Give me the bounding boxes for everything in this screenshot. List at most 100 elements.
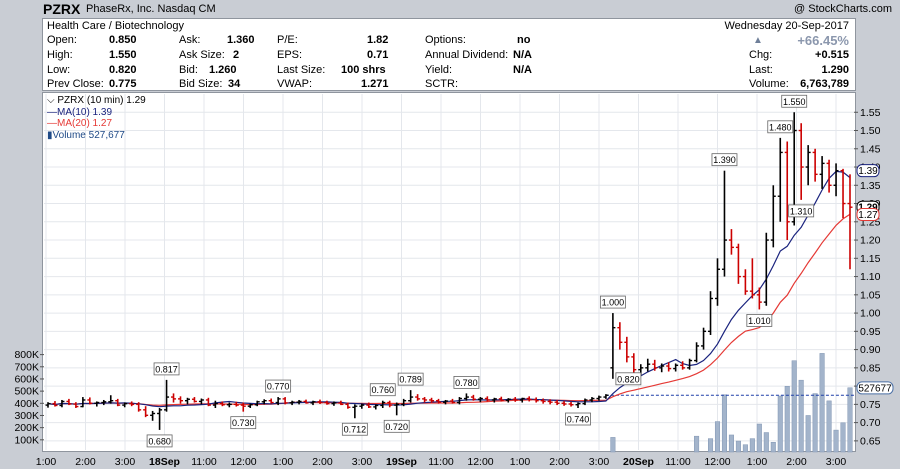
volume-bar	[791, 360, 797, 453]
annotation-label: 0.740	[567, 415, 590, 425]
annotation-label: 0.817	[155, 364, 178, 374]
ma20-line	[47, 213, 851, 406]
annotation-label: 1.390	[713, 155, 736, 165]
pe-value: 1.82	[367, 34, 389, 46]
volume-bar	[714, 421, 721, 453]
volume-bar	[805, 415, 811, 453]
annotation-label: 1.000	[602, 298, 625, 308]
quote-info-panel: Health Care / Biotechnology Wednesday 20…	[42, 18, 856, 91]
price-tick-label: 1.15	[860, 253, 881, 265]
dividend-label: Annual Dividend:	[425, 49, 509, 61]
stockcharts-credit: @ StockCharts.com	[794, 3, 892, 15]
annotation-label: 0.680	[148, 436, 171, 446]
price-tick-label: 1.10	[860, 271, 881, 283]
volume-tick-label: 700K	[14, 361, 39, 373]
last-value: 1.290	[821, 64, 849, 76]
volume-bar	[812, 393, 818, 453]
vwap-value: 1.271	[361, 78, 389, 90]
ask-value: 1.360	[227, 34, 255, 46]
volume-bar	[742, 444, 748, 453]
legend-ma10-text: MA(10) 1.39	[57, 106, 113, 118]
last-size-value: 100 shrs	[341, 64, 386, 76]
annotation-label: 1.010	[748, 316, 771, 326]
x-tick-label: 1:00	[510, 456, 531, 468]
x-tick-label: 19Sep	[386, 456, 417, 468]
legend-price-text: PZRX (10 min) 1.29	[57, 95, 146, 106]
annotation-label: 0.770	[267, 382, 290, 392]
price-tick-label: 1.00	[860, 308, 881, 320]
annotation-box	[383, 419, 410, 433]
x-tick-label: 18Sep	[149, 456, 180, 468]
volume-bar	[610, 437, 616, 453]
volume-bar	[721, 394, 727, 453]
volume-value: 6,763,789	[800, 78, 849, 90]
x-tick-label: 1:00	[36, 456, 57, 468]
legend-ma20-text: MA(20) 1.27	[57, 118, 113, 129]
price-tick-label: 1.55	[860, 107, 881, 119]
x-tick-label: 11:00	[665, 456, 691, 468]
annotation-box	[453, 376, 480, 389]
annotation-box	[341, 422, 368, 436]
annotation-box	[146, 434, 173, 448]
volume-bar	[728, 434, 734, 453]
bid-label: Bid:	[179, 64, 198, 76]
volume-bar	[847, 387, 853, 453]
company-name: PhaseRx, Inc. Nasdaq CM	[86, 3, 216, 15]
right-value-badge	[856, 164, 880, 178]
bar-chart-icon: ⌵	[47, 95, 55, 106]
volume-tick-label: 500K	[14, 386, 39, 398]
volume-tick-label: 100K	[14, 434, 39, 446]
price-tick-label: 0.65	[860, 435, 881, 447]
x-tick-label: 2:00	[312, 456, 333, 468]
annotation-box	[788, 204, 815, 218]
chart-legend: ⌵ PZRX (10 min) 1.29 —MA(10) 1.39 —MA(20…	[47, 95, 146, 141]
sctr-label: SCTR:	[425, 78, 458, 90]
annotation-label: 0.712	[344, 425, 367, 435]
price-tick-label: 0.85	[860, 362, 881, 374]
prev-close-label: Prev Close:	[47, 78, 104, 90]
annotation-label: 0.720	[385, 422, 408, 432]
chg-value: +0.515	[815, 49, 849, 61]
bid-size-label: Bid Size:	[179, 78, 223, 90]
ticker-symbol: PZRX	[43, 1, 81, 17]
annotation-box	[599, 295, 626, 309]
annotation-box	[369, 383, 396, 397]
volume-bar	[756, 423, 762, 453]
annotation-label: 1.310	[790, 206, 813, 216]
ask-label: Ask:	[179, 34, 201, 46]
ma10-line-icon: —	[47, 106, 57, 118]
annotation-box	[711, 153, 738, 167]
vwap-label: VWAP:	[277, 78, 313, 90]
x-tick-label: 20Sep	[623, 456, 654, 468]
x-tick-label: 3:00	[826, 456, 847, 468]
options-value: no	[517, 34, 531, 46]
x-tick-label: 3:00	[115, 456, 136, 468]
x-tick-label: 2:00	[75, 456, 96, 468]
yield-label: Yield:	[425, 64, 453, 76]
volume-bar	[770, 442, 776, 453]
volume-bar	[777, 395, 783, 453]
last-size-label: Last Size:	[277, 64, 326, 76]
volume-bar	[735, 440, 741, 453]
x-tick-label: 2:00	[549, 456, 570, 468]
right-value-label: 1.27	[858, 210, 878, 221]
annotation-box	[781, 94, 808, 108]
x-tick-label: 12:00	[467, 456, 493, 468]
volume-bar	[708, 438, 714, 453]
chart-header: PZRX PhaseRx, Inc. Nasdaq CM @ StockChar…	[0, 0, 900, 18]
right-value-label: 527677	[858, 383, 892, 394]
annotation-label: 0.789	[399, 375, 422, 385]
up-triangle-icon: ▲	[753, 35, 763, 46]
x-tick-label: 11:00	[191, 456, 217, 468]
ask-size-label: Ask Size:	[179, 49, 225, 61]
volume-tick-label: 600K	[14, 373, 39, 385]
legend-price: ⌵ PZRX (10 min) 1.29	[47, 95, 146, 107]
options-label: Options:	[425, 34, 466, 46]
chg-label: Chg:	[749, 49, 773, 61]
annotation-label: 0.730	[232, 418, 255, 428]
pe-label: P/E:	[277, 34, 298, 46]
ask-size-value: 2	[233, 49, 240, 61]
last-label: Last:	[749, 64, 773, 76]
x-tick-label: 11:00	[428, 456, 454, 468]
annotation-label: 0.820	[617, 374, 640, 384]
